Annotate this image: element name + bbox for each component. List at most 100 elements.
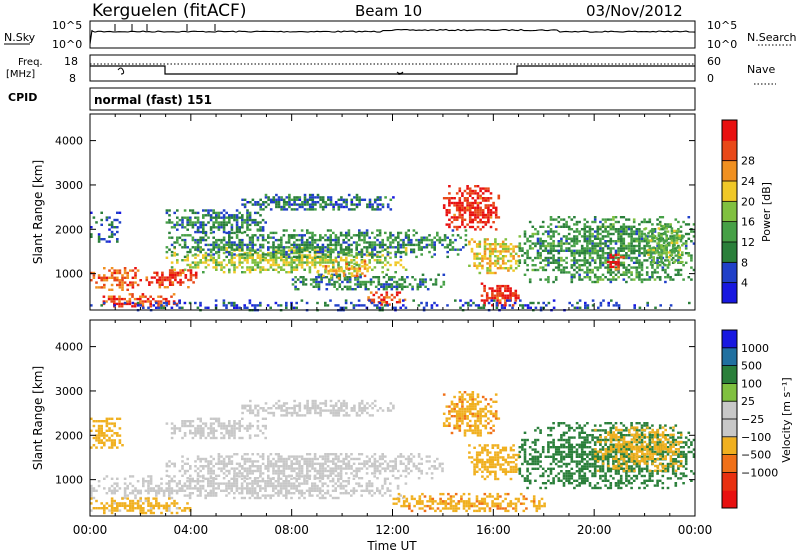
scatter-cell: [144, 511, 148, 515]
scatter-cell: [303, 203, 307, 206]
scatter-cell: [166, 276, 169, 279]
scatter-cell: [256, 467, 260, 470]
scatter-cell: [627, 232, 631, 236]
scatter-cell: [181, 234, 184, 237]
colorbar-tick-label: 8: [741, 256, 748, 269]
scatter-cell: [324, 469, 327, 473]
scatter-cell: [632, 220, 636, 224]
scatter-cell: [217, 216, 221, 219]
scatter-cell: [677, 261, 680, 264]
scatter-cell: [394, 465, 397, 468]
scatter-cell: [393, 296, 396, 299]
scatter-cell: [411, 276, 414, 279]
scatter-cell: [308, 261, 312, 264]
scatter-cell: [196, 218, 200, 222]
scatter-cell: [504, 243, 508, 246]
scatter-cell: [126, 271, 129, 275]
scatter-cell: [549, 235, 553, 238]
scatter-cell: [384, 243, 387, 247]
scatter-cell: [212, 492, 215, 495]
scatter-cell: [684, 223, 688, 226]
scatter-cell: [178, 480, 181, 483]
scatter-cell: [391, 246, 395, 249]
scatter-cell: [225, 211, 228, 215]
scatter-cell: [662, 227, 666, 230]
scatter-cell: [298, 467, 301, 470]
scatter-cell: [173, 211, 176, 215]
scatter-cell: [176, 209, 179, 212]
scatter-cell: [355, 241, 358, 244]
scatter-cell: [526, 264, 529, 267]
scatter-cell: [391, 234, 395, 237]
freq-label-2: [MHz]: [6, 69, 35, 80]
scatter-cell: [315, 278, 318, 281]
scatter-cell: [612, 276, 615, 279]
scatter-cell: [583, 249, 587, 252]
scatter-cell: [199, 259, 202, 262]
scatter-cell: [308, 457, 312, 461]
scatter-cell: [583, 261, 587, 264]
scatter-cell: [154, 300, 158, 303]
scatter-cell: [287, 480, 291, 483]
scatter-cell: [321, 196, 325, 199]
scatter-cell: [295, 203, 299, 206]
scatter-cell: [269, 462, 273, 465]
scatter-cell: [657, 253, 661, 257]
scatter-cell: [123, 482, 127, 485]
scatter-cell: [539, 266, 542, 269]
scatter-cell: [635, 230, 639, 233]
scatter-cell: [141, 305, 145, 308]
scatter-cell: [123, 477, 127, 480]
scatter-cell: [591, 240, 594, 243]
scatter-cell: [534, 264, 537, 267]
scatter-cell: [326, 261, 330, 264]
scatter-cell: [606, 264, 610, 267]
scatter-cell: [295, 250, 299, 254]
scatter-cell: [487, 221, 490, 224]
scatter-cell: [238, 211, 241, 215]
scatter-cell: [259, 465, 262, 468]
scatter-cell: [243, 253, 247, 256]
scatter-cell: [648, 276, 652, 279]
scatter-cell: [656, 271, 659, 274]
scatter-cell: [565, 220, 568, 224]
scatter-cell: [481, 216, 485, 219]
scatter-cell: [204, 259, 208, 262]
scatter-cell: [570, 280, 574, 284]
scatter-cell: [235, 474, 239, 477]
scatter-cell: [403, 278, 407, 281]
scatter-cell: [326, 477, 330, 480]
scatter-cell: [313, 246, 317, 249]
scatter-cell: [118, 221, 122, 224]
scatter-cell: [656, 249, 659, 252]
scatter-cell: [361, 280, 365, 284]
scatter-cell: [321, 261, 325, 264]
scatter-cell: [300, 250, 304, 254]
scatter-cell: [303, 248, 306, 251]
scatter-cell: [549, 218, 553, 221]
scatter-cell: [588, 225, 592, 228]
scatter-cell: [113, 271, 116, 275]
scatter-cell: [397, 231, 400, 235]
scatter-cell: [298, 196, 302, 199]
scatter-cell: [220, 467, 223, 470]
scatter-cell: [293, 268, 296, 271]
scatter-cell: [295, 246, 299, 249]
scatter-cell: [565, 242, 568, 245]
scatter-cell: [365, 489, 369, 492]
scatter-cell: [196, 457, 200, 461]
scatter-cell: [394, 467, 397, 470]
scatter-cell: [402, 455, 405, 458]
scatter-cell: [441, 243, 444, 247]
scatter-cell: [123, 492, 127, 495]
scatter-cell: [660, 251, 663, 254]
scatter-cell: [254, 221, 257, 224]
scatter-cell: [481, 213, 485, 217]
scatter-cell: [387, 278, 391, 281]
scatter-cell: [507, 250, 510, 253]
scatter-cell: [217, 484, 220, 488]
scatter-cell: [588, 237, 592, 240]
scatter-cell: [313, 474, 317, 477]
scatter-cell: [230, 301, 233, 305]
scatter-cell: [269, 231, 273, 235]
